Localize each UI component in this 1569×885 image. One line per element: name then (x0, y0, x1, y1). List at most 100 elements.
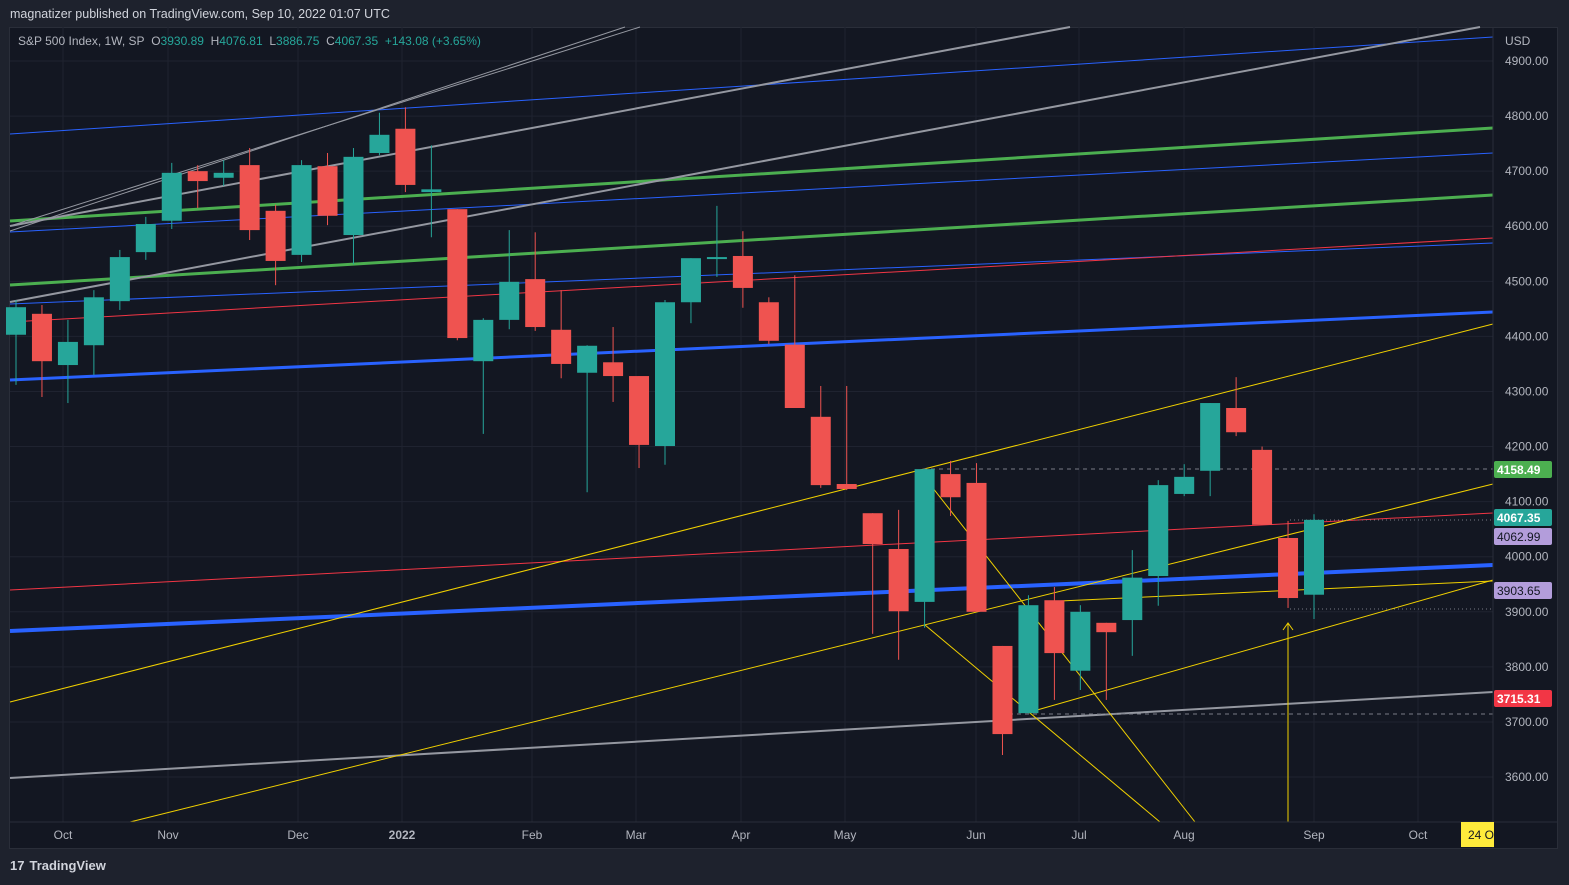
trendline (9, 193, 1494, 287)
change-value: +143.08 (+3.65%) (384, 34, 481, 48)
price-labels: 4158.49 4067.35 4062.99 3903.65 3715.31 (1494, 461, 1552, 707)
candle[interactable] (862, 513, 883, 634)
candle-body (1304, 519, 1324, 595)
y-tick-label: 3700.00 (1505, 715, 1549, 729)
candle[interactable] (1096, 622, 1117, 700)
candle-body (6, 307, 26, 335)
trendline (1029, 579, 1494, 713)
candle-body (784, 344, 805, 409)
candle[interactable] (914, 469, 935, 628)
open-value: 3930.89 (160, 34, 204, 48)
candle[interactable] (1174, 464, 1195, 497)
candle-body (187, 171, 208, 182)
candle[interactable] (161, 162, 182, 229)
candle[interactable] (187, 165, 208, 209)
x-tick-label: Sep (1303, 828, 1325, 842)
candle[interactable] (992, 645, 1013, 756)
candle[interactable] (343, 148, 364, 265)
candle-body (706, 257, 727, 260)
candle[interactable] (784, 275, 805, 409)
candle-body (1174, 476, 1195, 494)
candle-body (1096, 622, 1117, 633)
candle[interactable] (1018, 595, 1039, 714)
candle[interactable] (239, 148, 260, 241)
candle[interactable] (732, 231, 753, 308)
candle[interactable] (291, 160, 312, 263)
candle-body (836, 484, 857, 489)
x-tick-label: Aug (1173, 828, 1194, 842)
candle-body (1122, 577, 1143, 621)
chart-legend: S&P 500 Index, 1W, SP O3930.89 H4076.81 … (18, 34, 481, 48)
candle[interactable] (706, 205, 727, 277)
candle[interactable] (109, 249, 130, 310)
candle-body (603, 362, 624, 377)
candle-body (1148, 485, 1169, 576)
price-axis: 4900.00 4800.00 4700.00 4600.00 4500.00 4400.… (1505, 54, 1549, 784)
currency-label: USD (1505, 34, 1531, 48)
candle[interactable] (525, 232, 546, 331)
candle[interactable] (1122, 550, 1143, 656)
candle[interactable] (603, 327, 624, 402)
trendline (9, 26, 1481, 303)
candle[interactable] (758, 297, 779, 345)
candle[interactable] (966, 463, 987, 612)
cursor-date-label: 24 O (1468, 828, 1494, 842)
candle[interactable] (31, 305, 52, 397)
candle[interactable] (1148, 480, 1169, 606)
candle-body (551, 329, 572, 364)
trendline (924, 624, 1161, 823)
candle[interactable] (369, 112, 390, 156)
trendline (9, 512, 1494, 591)
candle[interactable] (213, 160, 234, 187)
candle[interactable] (265, 204, 286, 286)
candle[interactable] (421, 145, 442, 238)
y-tick-label: 4000.00 (1505, 550, 1549, 564)
candle[interactable] (810, 385, 831, 488)
candle-body (680, 258, 701, 303)
candle[interactable] (836, 385, 857, 491)
candle[interactable] (629, 376, 650, 469)
candle[interactable] (680, 258, 701, 324)
candle[interactable] (395, 107, 416, 193)
candle[interactable] (1044, 587, 1065, 700)
x-tick-label: Mar (626, 828, 647, 842)
candle[interactable] (83, 290, 104, 375)
candle[interactable] (447, 209, 468, 341)
candle[interactable] (317, 152, 338, 226)
candle[interactable] (1226, 377, 1247, 437)
candle[interactable] (135, 216, 156, 260)
candle[interactable] (940, 460, 961, 516)
x-tick-label: Apr (732, 828, 751, 842)
candle[interactable] (1252, 446, 1273, 525)
x-tick-label: Oct (1409, 828, 1428, 842)
candle[interactable] (57, 319, 78, 404)
symbol-label: S&P 500 Index, 1W, SP (18, 34, 145, 48)
chart-frame[interactable] (9, 27, 1558, 849)
candle[interactable] (1304, 514, 1324, 619)
candle-body (732, 255, 753, 288)
candle[interactable] (6, 300, 26, 385)
candle[interactable] (655, 300, 675, 465)
candle-body (239, 165, 260, 231)
candle-body (577, 345, 598, 373)
y-tick-label: 4800.00 (1505, 109, 1549, 123)
candle[interactable] (1278, 520, 1299, 608)
candle[interactable] (551, 290, 572, 379)
x-tick-label: Feb (522, 828, 543, 842)
candle[interactable] (1070, 605, 1091, 691)
candle-body (395, 128, 416, 185)
brand-label: TradingView (29, 858, 106, 873)
candle-body (135, 224, 156, 253)
candle-body (343, 156, 364, 236)
candle-body (940, 474, 961, 498)
publisher-caption: magnatizer published on TradingView.com,… (10, 7, 390, 21)
candle[interactable] (888, 509, 909, 660)
candle-body (265, 210, 286, 261)
trendline (9, 26, 1071, 227)
candle[interactable] (473, 318, 494, 434)
high-value: 4076.81 (219, 34, 263, 48)
candle[interactable] (499, 230, 520, 330)
candle[interactable] (577, 345, 598, 493)
candle[interactable] (1200, 403, 1221, 497)
